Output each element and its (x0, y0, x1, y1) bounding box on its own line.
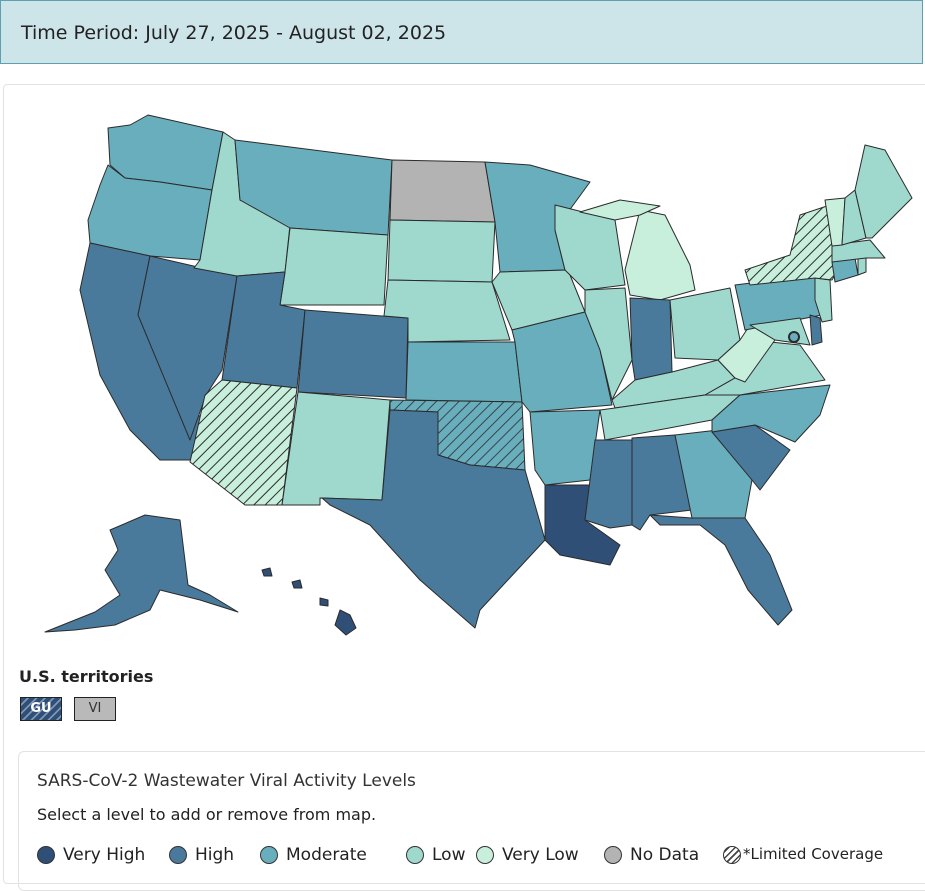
state-dc[interactable] (788, 331, 800, 343)
state-in[interactable] (629, 297, 673, 381)
hatched-circle-icon (723, 846, 741, 864)
state-ri[interactable] (857, 257, 867, 276)
state-ks[interactable] (405, 341, 523, 403)
state-me[interactable] (854, 144, 913, 239)
legend-label: Low (432, 845, 466, 865)
state-wy[interactable] (279, 227, 389, 306)
limited-coverage-label: *Limited Coverage (743, 845, 884, 863)
high-dot-icon (169, 846, 187, 864)
state-de[interactable] (809, 314, 823, 346)
moderate-dot-icon (260, 846, 278, 864)
state-ar[interactable] (529, 409, 601, 486)
legend-label: Very Low (502, 845, 579, 865)
state-hi-maui[interactable] (319, 597, 329, 607)
state-az[interactable] (189, 379, 298, 506)
state-hi-oahu[interactable] (291, 579, 303, 589)
legend-label: No Data (630, 845, 700, 865)
state-nd[interactable] (389, 159, 496, 223)
state-ma[interactable] (831, 239, 886, 263)
state-fl[interactable] (649, 514, 793, 626)
territory-gu[interactable]: GU (20, 697, 62, 721)
state-co[interactable] (297, 309, 409, 399)
state-nc[interactable] (711, 384, 831, 443)
time-period-banner: Time Period: July 27, 2025 - August 02, … (0, 0, 923, 64)
legend-card: SARS-CoV-2 Wastewater Viral Activity Lev… (18, 751, 925, 891)
state-nm[interactable] (281, 391, 391, 506)
legend-title: SARS-CoV-2 Wastewater Viral Activity Lev… (37, 771, 416, 791)
state-ny[interactable] (744, 204, 839, 286)
us-map (44, 114, 913, 636)
legend-label: Moderate (286, 845, 367, 865)
state-tx[interactable] (321, 409, 546, 629)
legend-instruction: Select a level to add or remove from map… (37, 805, 377, 824)
legend-label: Very High (63, 845, 146, 865)
state-hi-big[interactable] (334, 609, 357, 636)
state-or[interactable] (87, 164, 213, 261)
low-dot-icon (406, 846, 424, 864)
state-hi-kauai[interactable] (261, 567, 273, 577)
state-sd[interactable] (387, 219, 496, 283)
legend-items: Very High High Moderate Low Very Low No … (37, 845, 925, 867)
state-ak[interactable] (44, 514, 239, 633)
territory-vi[interactable]: VI (74, 697, 116, 721)
legend-label: High (195, 845, 235, 865)
very-high-dot-icon (37, 846, 55, 864)
state-mi[interactable] (624, 209, 696, 301)
state-mi-up[interactable] (579, 199, 661, 221)
very-low-dot-icon (476, 846, 494, 864)
time-period-text: Time Period: July 27, 2025 - August 02, … (21, 22, 447, 44)
territories-title: U.S. territories (19, 667, 154, 686)
no-data-dot-icon (604, 846, 622, 864)
